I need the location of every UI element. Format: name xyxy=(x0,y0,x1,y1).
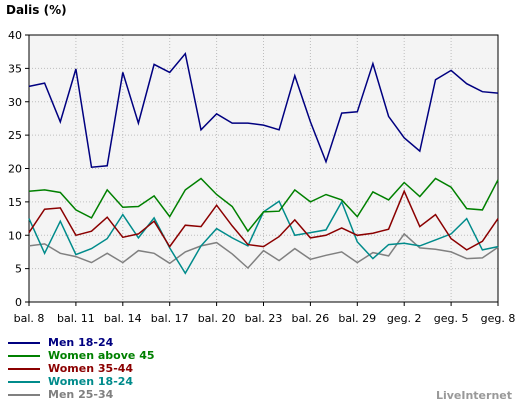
y-tick-label: 5 xyxy=(15,263,22,276)
legend-label: Men 25-34 xyxy=(48,388,114,401)
x-tick-label: bal. 8 xyxy=(14,312,45,325)
x-tick-label: bal. 11 xyxy=(57,312,95,325)
legend-label: Women above 45 xyxy=(48,349,155,362)
x-tick-label: bal. 23 xyxy=(245,312,283,325)
y-tick-label: 40 xyxy=(8,29,22,42)
x-tick-label: geg. 8 xyxy=(481,312,516,325)
x-tick-label: geg. 2 xyxy=(387,312,422,325)
y-tick-label: 0 xyxy=(15,296,22,309)
x-tick-label: bal. 17 xyxy=(151,312,189,325)
legend-label: Women 35-44 xyxy=(48,362,134,375)
x-tick-label: bal. 20 xyxy=(198,312,236,325)
series-line-2 xyxy=(28,177,499,233)
legend-swatch xyxy=(8,355,40,357)
legend-swatch xyxy=(8,368,40,370)
y-axis-title: Dalis (%) xyxy=(6,3,67,17)
x-tick-label: bal. 26 xyxy=(292,312,330,325)
y-tick-label: 25 xyxy=(8,129,22,142)
plot-area: 0 5 10 15 20 25 30 35 40 bal. 8 bal. 11 bal. 14 bal.… xyxy=(8,29,516,325)
y-tick-label: 20 xyxy=(8,163,22,176)
series-line-5 xyxy=(28,232,499,270)
plot-frame xyxy=(28,34,499,303)
legend-swatch xyxy=(8,381,40,383)
series-line-1 xyxy=(28,52,499,169)
brand-label: LiveInternet xyxy=(435,389,512,402)
y-tick-label: 15 xyxy=(8,196,22,209)
y-tick-label: 30 xyxy=(8,96,22,109)
y-tick-label: 10 xyxy=(8,229,22,242)
y-tick-label: 35 xyxy=(8,62,22,75)
x-tick-label: bal. 14 xyxy=(104,312,142,325)
series-line-3 xyxy=(28,189,499,251)
legend-label: Men 18-24 xyxy=(48,336,114,349)
legend-swatch xyxy=(8,394,40,396)
x-tick-label: geg. 5 xyxy=(434,312,469,325)
legend-label: Women 18-24 xyxy=(48,375,134,388)
x-tick-label: bal. 29 xyxy=(338,312,376,325)
legend-swatch xyxy=(8,342,40,344)
